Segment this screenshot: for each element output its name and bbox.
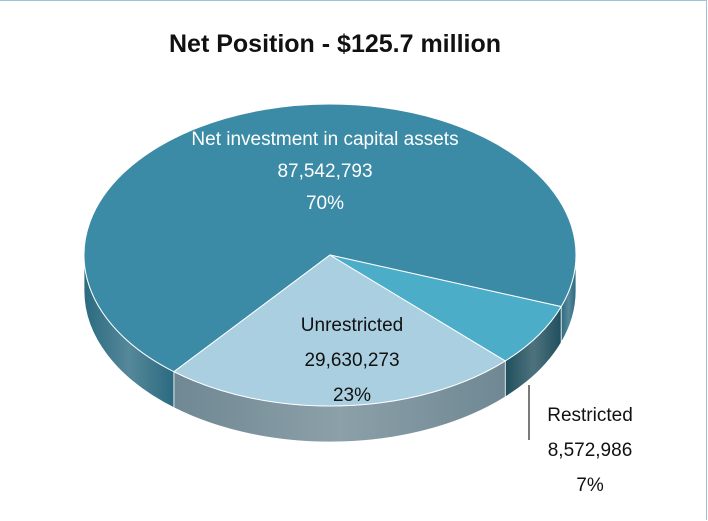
- slice-label: Net investment in capital assets 87,542,7…: [190, 124, 460, 220]
- slice-label: Unrestricted 29,630,273 23%: [252, 308, 452, 413]
- pie-slice: [83, 103, 577, 373]
- percent-label: 23%: [332, 385, 372, 406]
- category-label: Restricted: [547, 405, 633, 426]
- pie-slice: [173, 254, 507, 407]
- pie-slice: [329, 254, 562, 362]
- value-label: 87,542,793: [277, 161, 373, 182]
- value-label: 29,630,273: [304, 350, 400, 371]
- value-label: 8,572,986: [547, 440, 633, 461]
- chart-title: Net Position - $125.7 million: [168, 30, 502, 58]
- slice-label: Restricted 8,572,986 7%: [520, 398, 660, 503]
- category-label: Net investment in capital assets: [191, 129, 459, 150]
- percent-label: 70%: [305, 193, 345, 214]
- category-label: Unrestricted: [300, 315, 404, 336]
- percent-label: 7%: [576, 475, 604, 496]
